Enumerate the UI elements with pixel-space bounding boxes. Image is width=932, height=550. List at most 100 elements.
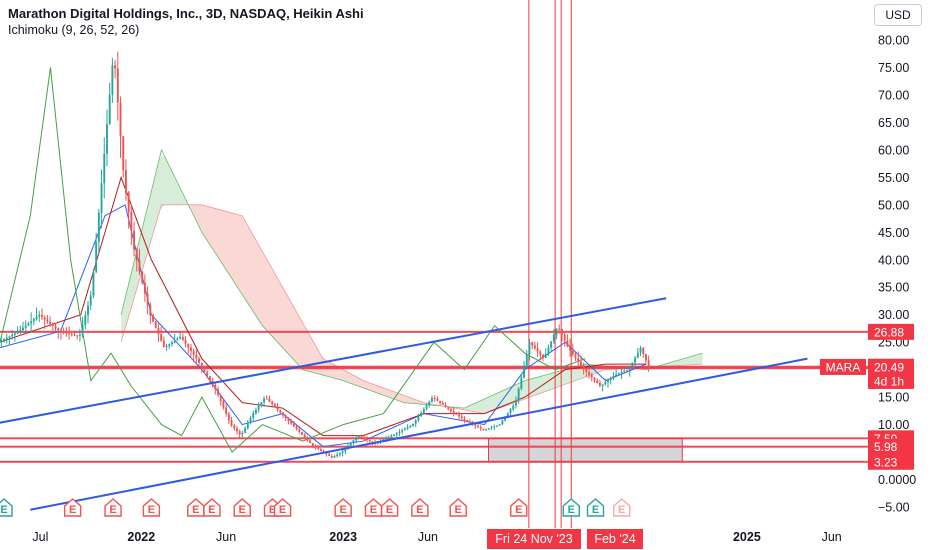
level-tag: 5.98 (868, 438, 914, 455)
candle-body (626, 370, 628, 372)
candle-body (203, 367, 206, 372)
earnings-letter: E (269, 504, 276, 516)
level-tag-bg (868, 438, 914, 455)
earnings-marker[interactable]: E (586, 498, 605, 517)
earnings-marker[interactable]: E (0, 498, 13, 517)
kumo-segment (445, 364, 635, 414)
earnings-marker[interactable]: E (142, 498, 161, 517)
candle-body (319, 449, 322, 452)
candle-body (601, 384, 604, 386)
earnings-marker[interactable]: E (203, 498, 221, 517)
earnings-marker[interactable]: E (613, 498, 631, 517)
chart-title: Marathon Digital Holdings, Inc., 3D, NAS… (8, 6, 364, 21)
earnings-marker[interactable]: E (334, 498, 352, 517)
candle-body (276, 407, 279, 410)
candle-body (344, 448, 347, 452)
y-tick-label: 40.00 (878, 253, 909, 267)
price-level-line (0, 445, 868, 448)
candle-body (16, 331, 19, 334)
candle-body (533, 345, 536, 349)
earnings-badge (586, 498, 605, 517)
candle-body (493, 426, 496, 428)
candle-body (87, 305, 89, 316)
candle-body (596, 380, 599, 384)
candle-body (287, 418, 290, 421)
countdown-text: 4d 1h (874, 374, 904, 388)
trend-lines[interactable] (0, 297, 808, 511)
trend-line (0, 297, 667, 424)
candle-body (433, 398, 436, 400)
candle-body (479, 427, 482, 429)
candle-body (32, 318, 35, 322)
candle-body (422, 409, 425, 413)
candle-body (257, 405, 260, 410)
candle-body (468, 421, 471, 423)
level-tag: 26.88 (868, 323, 914, 340)
earnings-marker[interactable]: E (449, 498, 467, 517)
candle-body (569, 346, 572, 351)
candle-body (130, 211, 133, 231)
x-tick-label: 2022 (127, 530, 155, 544)
earnings-letter: E (279, 504, 286, 516)
x-tick-label: Jun (822, 530, 842, 544)
time-axis[interactable]: Jul2022Jun2023JunJun2025JunFri 24 Nov '2… (32, 529, 842, 549)
earnings-marker[interactable]: E (364, 498, 383, 517)
candle-body (425, 405, 428, 410)
candle-body (271, 401, 274, 405)
price-axis[interactable]: 80.00 75.00 70.00 65.00 60.00 55.00 50.00 45.00… (878, 34, 916, 515)
earnings-marker[interactable]: E (187, 498, 205, 517)
candle-body (70, 333, 73, 335)
level-tag-bg (868, 323, 914, 340)
candle-body (171, 342, 173, 345)
candle-body (366, 438, 368, 441)
candle-body (165, 346, 168, 348)
earnings-marker[interactable]: E (562, 498, 580, 517)
level-tag-text: 3.23 (874, 455, 898, 469)
candle-body (487, 428, 490, 430)
earnings-letter: E (208, 504, 215, 516)
candle-body (95, 242, 98, 272)
currency-button[interactable]: USD (874, 4, 922, 26)
candle-body (122, 136, 125, 171)
demand-zone-rect (488, 437, 683, 463)
candle-body (390, 435, 393, 438)
earnings-marker[interactable]: E (411, 498, 429, 517)
candle-body (192, 351, 195, 355)
candle-body (260, 402, 263, 406)
date-highlight (487, 529, 581, 549)
candle-body (187, 343, 190, 348)
candle-body (623, 371, 626, 373)
candle-body (558, 328, 561, 330)
earnings-marker[interactable]: E (63, 498, 82, 517)
candle-body (474, 424, 477, 426)
earnings-marker[interactable]: E (273, 498, 292, 517)
candle-body (504, 416, 507, 421)
candle-body (27, 323, 30, 326)
candle-body (111, 65, 114, 95)
candle-body (292, 423, 295, 427)
indicator-label[interactable]: Ichimoku (9, 26, 52, 26) (8, 23, 140, 37)
earnings-marker[interactable]: E (380, 498, 399, 517)
earnings-badge (613, 498, 631, 517)
candle-body (51, 323, 54, 326)
candle-body (24, 325, 27, 328)
candle-body (523, 365, 526, 378)
kumo-segment (188, 204, 446, 407)
candle-body (43, 317, 46, 320)
candle-body (428, 401, 431, 406)
earnings-letter: E (192, 504, 199, 516)
candle-body (133, 230, 136, 250)
candle-body (97, 212, 100, 243)
earnings-marker[interactable]: E (510, 498, 528, 517)
y-tick-label: 0.0000 (878, 473, 916, 487)
demand-zone (488, 437, 683, 463)
y-tick-label: 10.00 (878, 418, 909, 432)
earnings-marker[interactable]: E (104, 498, 122, 517)
level-tag-bg (868, 453, 914, 470)
earnings-marker[interactable]: E (233, 498, 251, 517)
candle-body (352, 440, 355, 443)
candle-body (8, 336, 11, 338)
candle-body (449, 409, 452, 411)
